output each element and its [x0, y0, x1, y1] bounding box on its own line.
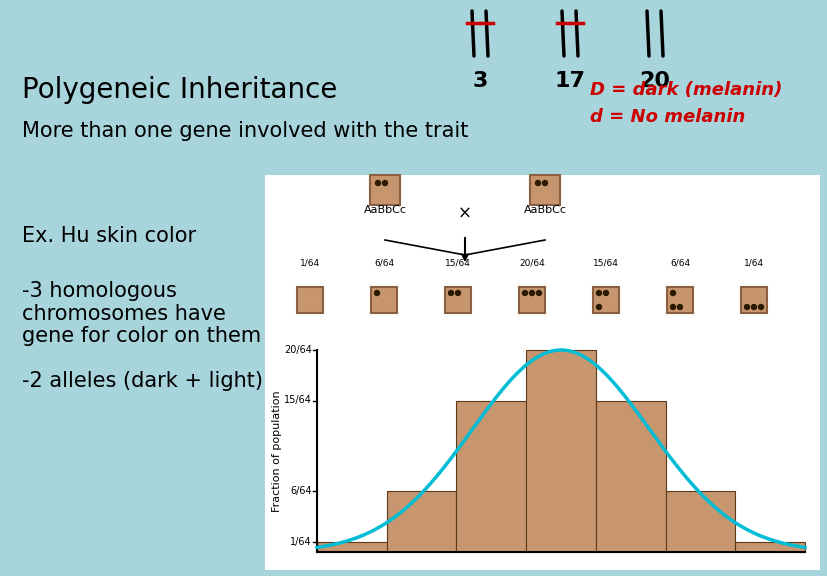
Text: Polygeneic Inheritance: Polygeneic Inheritance [22, 76, 337, 104]
Circle shape [751, 290, 756, 295]
FancyBboxPatch shape [519, 287, 544, 313]
Circle shape [455, 290, 460, 295]
Bar [525, 350, 595, 552]
Circle shape [542, 180, 547, 185]
Circle shape [374, 290, 379, 295]
Circle shape [307, 290, 312, 295]
Bar [595, 400, 665, 552]
Circle shape [609, 290, 614, 295]
Text: AaBbCc: AaBbCc [523, 205, 566, 215]
Text: chromosomes have: chromosomes have [22, 304, 226, 324]
Circle shape [549, 195, 554, 199]
Bar [734, 542, 804, 552]
Text: 20: 20 [638, 71, 670, 91]
Circle shape [603, 290, 608, 295]
Circle shape [536, 290, 541, 295]
Text: More than one gene involved with the trait: More than one gene involved with the tra… [22, 121, 468, 141]
Circle shape [382, 180, 387, 185]
Text: 1/64: 1/64 [299, 259, 320, 268]
Circle shape [603, 305, 608, 309]
Circle shape [535, 180, 540, 185]
Text: gene for color on them: gene for color on them [22, 326, 261, 346]
Text: ×: × [457, 205, 471, 223]
Circle shape [462, 290, 467, 295]
FancyBboxPatch shape [667, 287, 692, 313]
Circle shape [455, 305, 460, 309]
Text: 6/64: 6/64 [290, 486, 312, 497]
FancyBboxPatch shape [370, 175, 399, 205]
Circle shape [389, 180, 394, 185]
Circle shape [528, 305, 534, 309]
Text: 20/64: 20/64 [284, 345, 312, 355]
Circle shape [374, 305, 379, 309]
Circle shape [670, 305, 675, 309]
Circle shape [375, 195, 380, 199]
Circle shape [381, 290, 386, 295]
Text: 20/64: 20/64 [519, 259, 544, 268]
Bar [265, 175, 819, 570]
Circle shape [388, 305, 393, 309]
Bar [386, 491, 456, 552]
Bar [456, 400, 525, 552]
Circle shape [448, 305, 453, 309]
Text: 6/64: 6/64 [374, 259, 394, 268]
Circle shape [743, 290, 748, 295]
Text: -3 homologous: -3 homologous [22, 281, 177, 301]
Text: 1/64: 1/64 [743, 259, 763, 268]
Circle shape [751, 305, 756, 309]
Text: 3: 3 [471, 71, 487, 91]
Text: 1/64: 1/64 [290, 537, 312, 547]
Circle shape [522, 305, 527, 309]
Circle shape [381, 305, 386, 309]
Circle shape [462, 305, 467, 309]
Circle shape [307, 305, 312, 309]
Text: d = No melanin: d = No melanin [590, 108, 744, 126]
Circle shape [389, 195, 394, 199]
Circle shape [670, 290, 675, 295]
FancyBboxPatch shape [297, 287, 323, 313]
Circle shape [542, 195, 547, 199]
Text: 6/64: 6/64 [669, 259, 689, 268]
FancyBboxPatch shape [444, 287, 471, 313]
Text: AaBbCc: AaBbCc [363, 205, 406, 215]
Bar [665, 491, 734, 552]
Circle shape [595, 290, 600, 295]
Circle shape [300, 305, 305, 309]
Circle shape [382, 195, 387, 199]
Circle shape [535, 195, 540, 199]
FancyBboxPatch shape [592, 287, 619, 313]
Circle shape [743, 305, 748, 309]
Text: 15/64: 15/64 [284, 396, 312, 406]
FancyBboxPatch shape [740, 287, 766, 313]
Circle shape [609, 305, 614, 309]
Circle shape [684, 290, 689, 295]
Text: 15/64: 15/64 [445, 259, 471, 268]
Circle shape [314, 305, 319, 309]
Circle shape [300, 290, 305, 295]
FancyBboxPatch shape [370, 287, 396, 313]
Text: 17: 17 [554, 71, 585, 91]
Circle shape [758, 290, 762, 295]
FancyBboxPatch shape [529, 175, 559, 205]
Text: Ex. Hu skin color: Ex. Hu skin color [22, 226, 196, 246]
Text: D = dark (melanin): D = dark (melanin) [590, 81, 782, 99]
Text: Fraction of population: Fraction of population [272, 390, 282, 512]
Circle shape [448, 290, 453, 295]
Circle shape [758, 305, 762, 309]
Circle shape [595, 305, 600, 309]
Circle shape [388, 290, 393, 295]
Circle shape [536, 305, 541, 309]
Circle shape [684, 305, 689, 309]
Circle shape [522, 290, 527, 295]
Circle shape [528, 290, 534, 295]
Circle shape [549, 180, 554, 185]
Text: 15/64: 15/64 [592, 259, 619, 268]
Circle shape [676, 290, 681, 295]
Circle shape [676, 305, 681, 309]
Text: -2 alleles (dark + light): -2 alleles (dark + light) [22, 371, 263, 391]
Circle shape [314, 290, 319, 295]
Bar [317, 542, 386, 552]
Circle shape [375, 180, 380, 185]
